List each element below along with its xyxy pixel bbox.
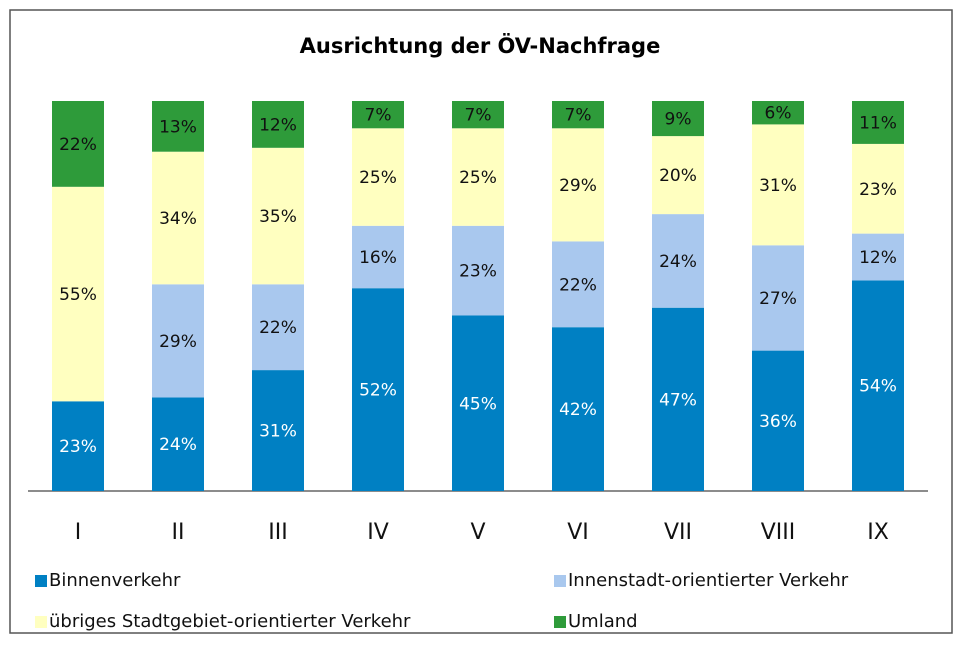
bar-segment xyxy=(52,186,104,402)
data-label: 22% xyxy=(559,275,597,295)
bar-segment xyxy=(852,143,904,234)
bar-segment xyxy=(552,101,604,129)
bar-segment xyxy=(552,128,604,242)
legend-swatch xyxy=(35,575,47,587)
data-label: 54% xyxy=(859,377,897,397)
data-label: 24% xyxy=(159,435,197,455)
bar-segment xyxy=(552,327,604,491)
bar-segment xyxy=(752,245,804,351)
data-label: 36% xyxy=(759,412,797,432)
x-tick-label: IX xyxy=(867,520,889,545)
bar-segment xyxy=(452,128,504,226)
bar-segment xyxy=(652,307,704,491)
bar-segment xyxy=(352,225,404,289)
bar-segment xyxy=(752,124,804,246)
legend-label: Umland xyxy=(568,611,638,632)
data-label: 29% xyxy=(559,176,597,196)
data-label: 7% xyxy=(565,106,592,126)
legend-label: Binnenverkehr xyxy=(49,570,181,591)
bar-segment xyxy=(252,101,304,148)
x-tick-label: VIII xyxy=(761,520,796,545)
bar-segment xyxy=(652,101,704,137)
data-label: 12% xyxy=(259,115,297,135)
bar-segment xyxy=(652,214,704,308)
bar-segment xyxy=(852,101,904,144)
data-label: 11% xyxy=(859,113,897,133)
data-label: 29% xyxy=(159,332,197,352)
bar-segment xyxy=(152,101,204,152)
bar-segment xyxy=(652,136,704,215)
x-tick-label: IV xyxy=(367,520,389,545)
data-label: 31% xyxy=(759,176,797,196)
x-tick-label: I xyxy=(75,520,82,545)
bar-segment xyxy=(752,350,804,491)
bar-segment xyxy=(252,284,304,371)
bar-segment xyxy=(252,370,304,491)
bar-segment xyxy=(352,128,404,226)
x-tick-label: II xyxy=(172,520,185,545)
bar-segment xyxy=(552,241,604,328)
bar-segment xyxy=(152,284,204,398)
data-label: 13% xyxy=(159,117,197,137)
data-label: 23% xyxy=(459,262,497,282)
bar-segment xyxy=(452,315,504,491)
data-label: 31% xyxy=(259,422,297,442)
x-tick-label: VII xyxy=(664,520,692,545)
data-label: 25% xyxy=(359,168,397,188)
data-label: 55% xyxy=(59,285,97,305)
data-label: 23% xyxy=(59,437,97,457)
data-label: 16% xyxy=(359,248,397,268)
data-label: 22% xyxy=(259,318,297,338)
data-label: 45% xyxy=(459,394,497,414)
legend-swatch xyxy=(35,616,47,628)
data-label: 52% xyxy=(359,381,397,401)
data-label: 7% xyxy=(365,106,392,126)
bar-segment xyxy=(252,147,304,285)
legend-label: übriges Stadtgebiet-orientierter Verkehr xyxy=(49,611,411,632)
data-label: 12% xyxy=(859,248,897,268)
bar-segment xyxy=(752,101,804,125)
data-label: 20% xyxy=(659,166,697,186)
bar-segment xyxy=(152,397,204,491)
data-label: 25% xyxy=(459,168,497,188)
bar-segment xyxy=(352,288,404,491)
data-label: 35% xyxy=(259,207,297,227)
data-label: 22% xyxy=(59,135,97,155)
data-label: 7% xyxy=(465,106,492,126)
data-label: 23% xyxy=(859,180,897,200)
data-label: 6% xyxy=(765,104,792,124)
bar-segment xyxy=(52,101,104,187)
bar-segment xyxy=(352,101,404,129)
bar-segment xyxy=(852,233,904,281)
data-label: 34% xyxy=(159,209,197,229)
bar-segment xyxy=(852,280,904,491)
data-label: 27% xyxy=(759,289,797,309)
data-label: 47% xyxy=(659,390,697,410)
x-tick-label: III xyxy=(268,520,287,545)
bar-segment xyxy=(52,401,104,491)
data-label: 24% xyxy=(659,252,697,272)
x-tick-label: VI xyxy=(567,520,589,545)
legend-label: Innenstadt-orientierter Verkehr xyxy=(568,570,849,591)
legend-swatch xyxy=(554,575,566,587)
legend-swatch xyxy=(554,616,566,628)
bar-segment xyxy=(152,151,204,285)
data-label: 42% xyxy=(559,400,597,420)
bar-segment xyxy=(452,225,504,316)
x-tick-label: V xyxy=(470,520,485,545)
chart-title: Ausrichtung der ÖV-Nachfrage xyxy=(300,33,661,58)
bar-segment xyxy=(452,101,504,129)
data-label: 9% xyxy=(665,110,692,130)
